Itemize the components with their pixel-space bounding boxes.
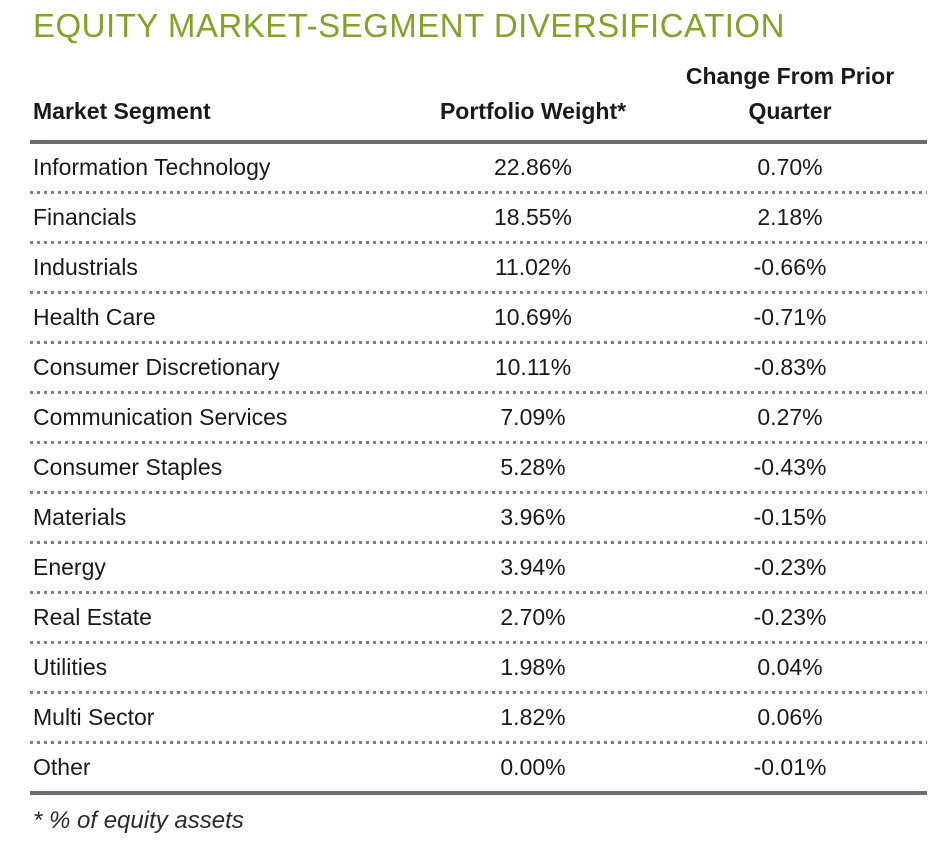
- table-row: Health Care 10.69% -0.71%: [30, 294, 927, 341]
- cell-change: -0.66%: [753, 253, 827, 280]
- table-row: Information Technology 22.86% 0.70%: [30, 144, 927, 191]
- header-rule: [30, 139, 927, 144]
- cell-segment: Utilities: [33, 653, 108, 680]
- row-divider: [30, 590, 927, 594]
- table-row: Industrials 11.02% -0.66%: [30, 244, 927, 291]
- row-divider: [30, 690, 927, 694]
- cell-segment: Materials: [33, 503, 127, 530]
- cell-segment: Financials: [33, 203, 137, 230]
- cell-weight: 18.55%: [493, 203, 572, 230]
- header-portfolio-weight: Portfolio Weight*: [439, 97, 627, 124]
- table-row: Utilities 1.98% 0.04%: [30, 644, 927, 691]
- cell-change: -0.83%: [753, 353, 827, 380]
- row-divider: [30, 390, 927, 394]
- table-bottom-rule: [30, 790, 927, 795]
- table-row: Consumer Discretionary 10.11% -0.83%: [30, 344, 927, 391]
- table-row: Energy 3.94% -0.23%: [30, 544, 927, 591]
- cell-weight: 10.11%: [494, 353, 572, 380]
- equity-segment-table: Market Segment Portfolio Weight* Change …: [30, 44, 927, 795]
- cell-change: 0.04%: [757, 653, 823, 680]
- row-divider: [30, 490, 927, 494]
- cell-change: 2.18%: [757, 203, 823, 230]
- cell-weight: 3.94%: [500, 553, 566, 580]
- cell-weight: 2.70%: [500, 603, 566, 630]
- footnote: * % of equity assets: [33, 806, 244, 834]
- cell-segment: Health Care: [33, 303, 156, 330]
- cell-change: 0.06%: [757, 703, 823, 730]
- cell-weight: 22.86%: [493, 153, 572, 180]
- table-row: Other 0.00% -0.01%: [30, 744, 927, 791]
- header-change-from-prior-quarter: Change From Prior Quarter: [685, 62, 895, 124]
- row-divider: [30, 190, 927, 194]
- row-divider: [30, 640, 927, 644]
- table-row: Financials 18.55% 2.18%: [30, 194, 927, 241]
- header-market-segment: Market Segment: [33, 97, 211, 124]
- cell-change: -0.23%: [753, 553, 827, 580]
- table-row: Communication Services 7.09% 0.27%: [30, 394, 927, 441]
- row-divider: [30, 340, 927, 344]
- cell-segment: Consumer Staples: [33, 453, 223, 480]
- cell-change: -0.71%: [753, 303, 827, 330]
- table-row: Materials 3.96% -0.15%: [30, 494, 927, 541]
- cell-segment: Industrials: [33, 253, 138, 280]
- table-header-row: Market Segment Portfolio Weight* Change …: [30, 44, 927, 140]
- row-divider: [30, 740, 927, 744]
- cell-change: -0.43%: [753, 453, 827, 480]
- cell-segment: Energy: [33, 553, 106, 580]
- cell-weight: 7.09%: [500, 403, 566, 430]
- cell-weight: 10.69%: [493, 303, 572, 330]
- cell-segment: Other: [33, 753, 91, 780]
- cell-weight: 0.00%: [500, 753, 566, 780]
- cell-change: 0.70%: [757, 153, 823, 180]
- cell-change: -0.23%: [753, 603, 827, 630]
- cell-segment: Real Estate: [33, 603, 152, 630]
- table-row: Real Estate 2.70% -0.23%: [30, 594, 927, 641]
- row-divider: [30, 240, 927, 244]
- cell-change: -0.15%: [753, 503, 827, 530]
- cell-change: 0.27%: [757, 403, 823, 430]
- cell-weight: 11.02%: [494, 253, 572, 280]
- cell-change: -0.01%: [753, 753, 827, 780]
- cell-weight: 1.98%: [500, 653, 566, 680]
- row-divider: [30, 290, 927, 294]
- row-divider: [30, 440, 927, 444]
- table-row: Consumer Staples 5.28% -0.43%: [30, 444, 927, 491]
- cell-weight: 1.82%: [500, 703, 566, 730]
- cell-segment: Communication Services: [33, 403, 288, 430]
- cell-segment: Information Technology: [33, 153, 271, 180]
- row-divider: [30, 540, 927, 544]
- cell-segment: Consumer Discretionary: [33, 353, 280, 380]
- table-row: Multi Sector 1.82% 0.06%: [30, 694, 927, 741]
- cell-weight: 5.28%: [500, 453, 566, 480]
- cell-weight: 3.96%: [500, 503, 566, 530]
- page-title: EQUITY MARKET-SEGMENT DIVERSIFICATION: [33, 7, 785, 44]
- cell-segment: Multi Sector: [33, 703, 155, 730]
